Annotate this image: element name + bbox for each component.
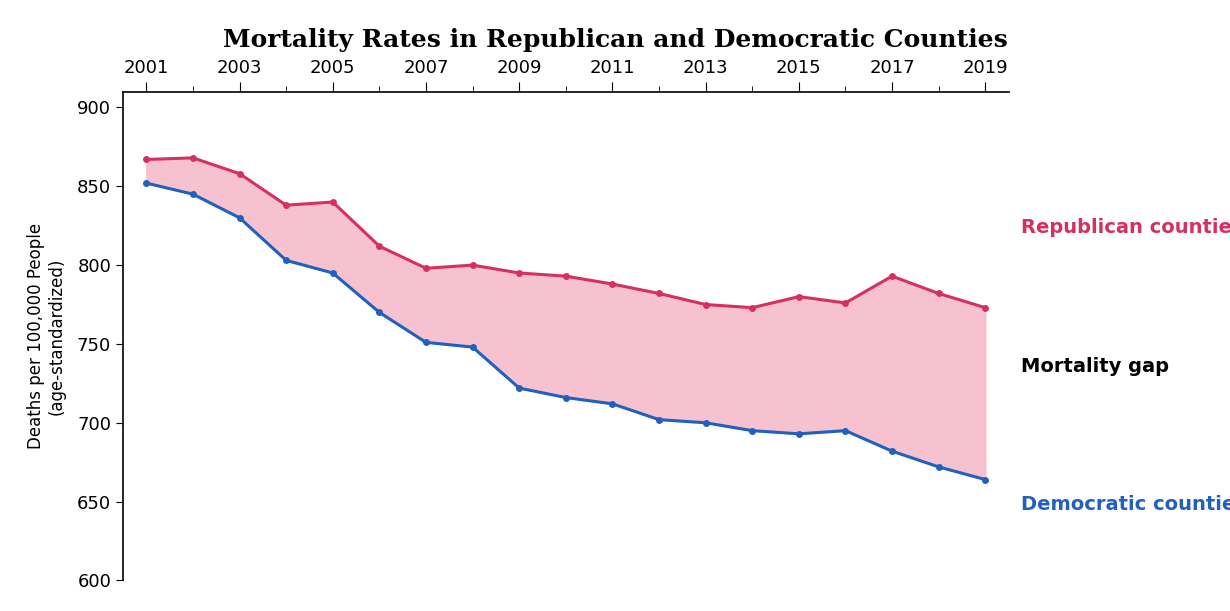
Y-axis label: Deaths per 100,000 People
(age-standardized): Deaths per 100,000 People (age-standardi… [27, 223, 66, 449]
Text: Mortality Rates in Republican and Democratic Counties: Mortality Rates in Republican and Democr… [223, 27, 1007, 52]
Text: Mortality gap: Mortality gap [1021, 356, 1168, 376]
Text: Republican counties: Republican counties [1021, 218, 1230, 236]
Text: Democratic counties: Democratic counties [1021, 496, 1230, 514]
